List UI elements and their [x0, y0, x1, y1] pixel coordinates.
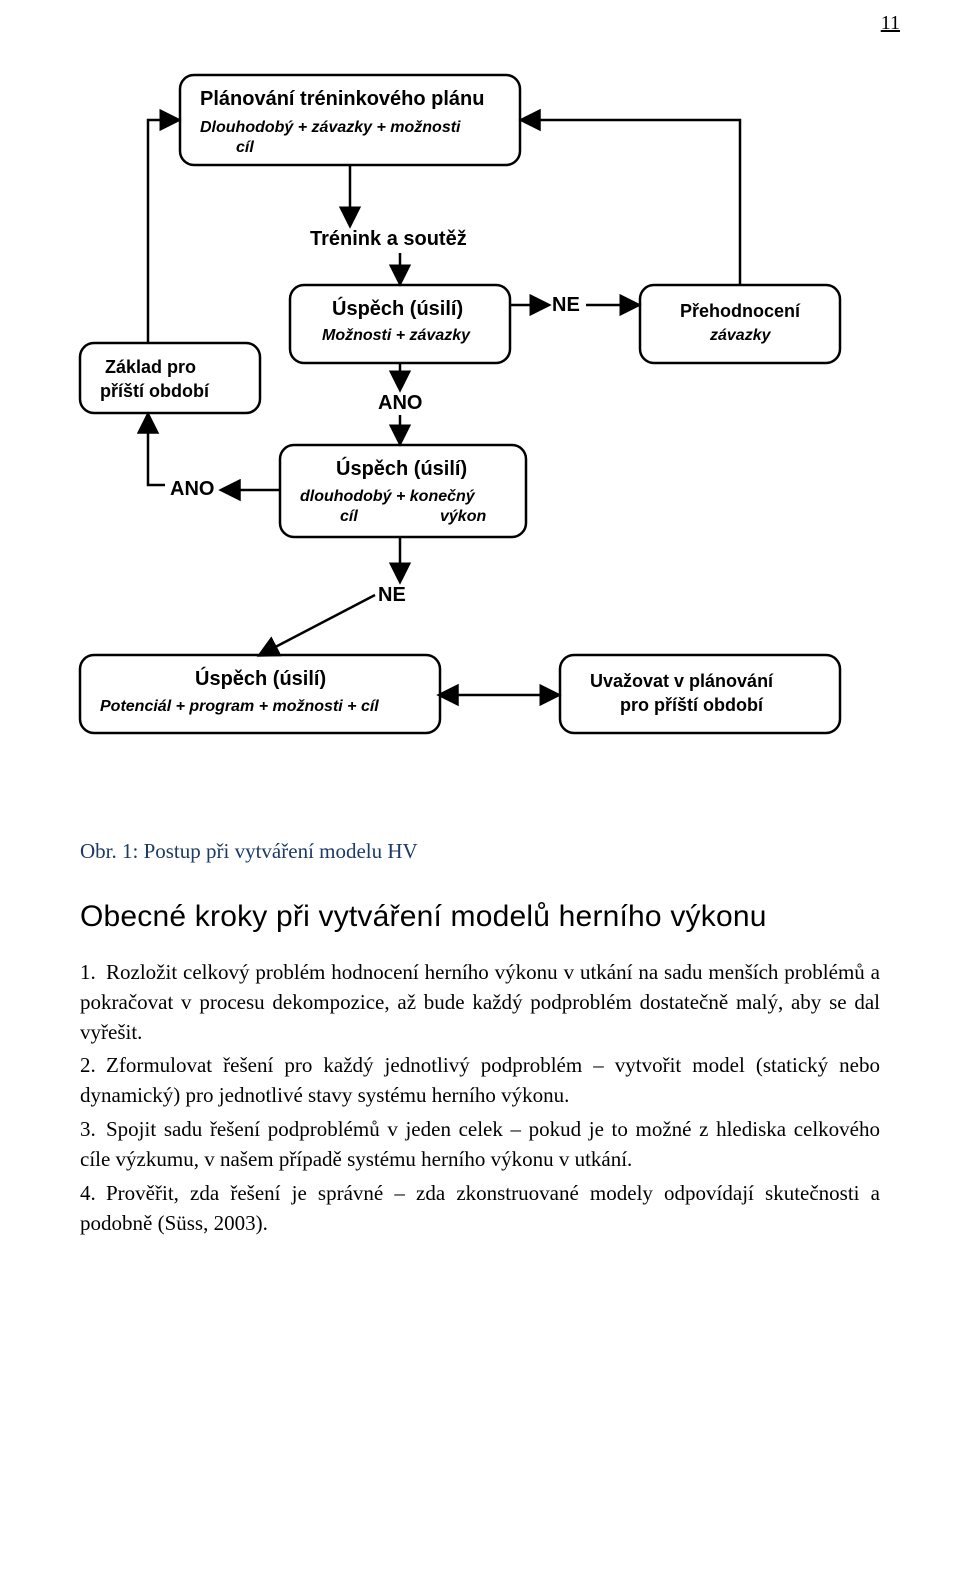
node-uvazovat-line2: pro příští období	[620, 695, 764, 715]
node-uspech3-title: Úspěch (úsilí)	[195, 666, 326, 690]
page-number: 11	[0, 0, 960, 35]
label-ne2: NE	[378, 584, 406, 606]
list-item: 4.Prověřit, zda řešení je správné – zda …	[80, 1179, 880, 1239]
node-prehodnoceni-title: Přehodnocení	[680, 301, 801, 321]
list-item-text: Zformulovat řešení pro každý jednotlivý …	[80, 1053, 880, 1107]
label-ano2: ANO	[170, 478, 214, 500]
node-uspech1-title: Úspěch (úsilí)	[332, 296, 463, 320]
node-planovani-sub1: Dlouhodobý + závazky + možnosti	[200, 119, 461, 136]
node-prehodnoceni	[640, 285, 840, 363]
list-item-text: Spojit sadu řešení podproblémů v jeden c…	[80, 1117, 880, 1171]
node-zaklad	[80, 343, 260, 413]
node-uspech1-sub: Možnosti + závazky	[322, 327, 471, 344]
node-uspech2-title: Úspěch (úsilí)	[336, 456, 467, 480]
list-item: 1.Rozložit celkový problém hodnocení her…	[80, 958, 880, 1047]
flowchart-svg: Plánování tréninkového plánu Dlouhodobý …	[0, 35, 960, 825]
section-heading: Obecné kroky při vytváření modelů herníh…	[0, 864, 960, 958]
node-uspech3-sub: Potenciál + program + možnosti + cíl	[100, 698, 379, 715]
node-uspech1	[290, 285, 510, 363]
label-ano1: ANO	[378, 392, 422, 414]
node-zaklad-line2: příští období	[100, 381, 210, 401]
node-trenink-title: Trénink a soutěž	[310, 228, 467, 250]
edge-ano2-n5	[148, 415, 165, 485]
label-ne1: NE	[552, 294, 580, 316]
node-uvazovat	[560, 655, 840, 733]
node-uvazovat-line1: Uvažovat v plánování	[590, 671, 774, 691]
list-item: 2.Zformulovat řešení pro každý jednotliv…	[80, 1051, 880, 1111]
node-uspech2-sub1: dlouhodobý + konečný	[300, 488, 476, 505]
list-item-text: Rozložit celkový problém hodnocení herní…	[80, 960, 880, 1044]
list-item: 3.Spojit sadu řešení podproblémů v jeden…	[80, 1115, 880, 1175]
node-uspech2-sub2: cíl	[340, 508, 358, 525]
edge-ne2-n7	[260, 595, 375, 655]
node-prehodnoceni-sub: závazky	[709, 327, 772, 344]
ordered-list: 1.Rozložit celkový problém hodnocení her…	[0, 958, 960, 1238]
page: 11 Plánování tréninkového plánu Dlouhodo…	[0, 0, 960, 1282]
node-uspech3	[80, 655, 440, 733]
edge-n5-n1	[148, 120, 178, 343]
figure-caption: Obr. 1: Postup při vytváření modelu HV	[0, 825, 960, 864]
edge-n4-n1	[522, 120, 740, 285]
node-zaklad-line1: Základ pro	[105, 357, 196, 377]
node-planovani-title: Plánování tréninkového plánu	[200, 88, 485, 110]
flowchart-diagram: Plánování tréninkového plánu Dlouhodobý …	[0, 35, 960, 825]
list-item-text: Prověřit, zda řešení je správné – zda zk…	[80, 1181, 880, 1235]
node-planovani-sub2: cíl	[236, 139, 254, 156]
node-uspech2-sub3: výkon	[440, 508, 486, 525]
